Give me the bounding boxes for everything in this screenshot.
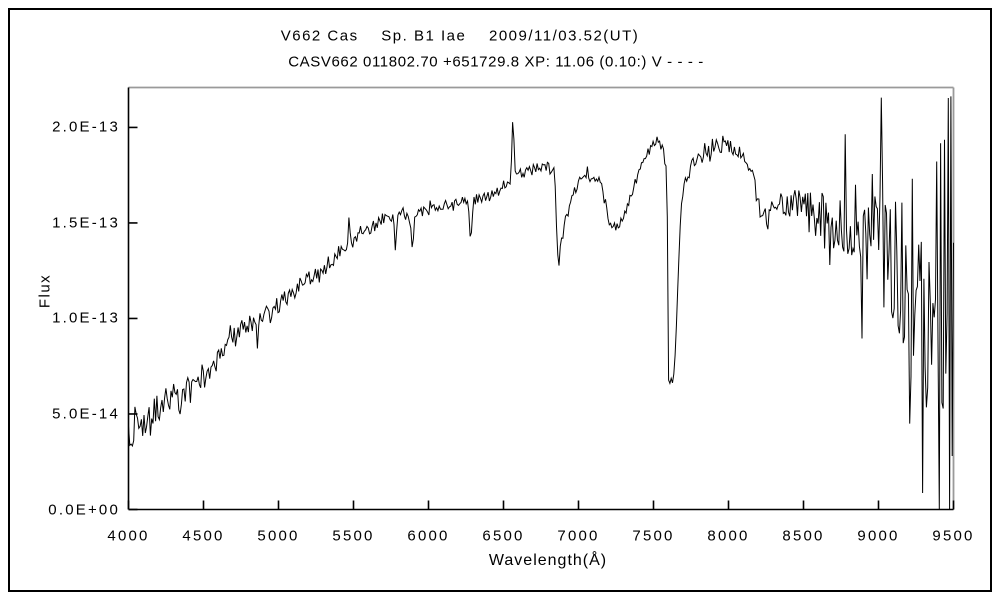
y-tick-label-5.0E-14: 5.0E-14 (52, 405, 120, 423)
y-tick-label-1.5E-13: 1.5E-13 (52, 214, 120, 232)
chart-title: V662 Cas Sp. B1 Iae 2009/11/03.52(UT) (280, 27, 640, 45)
x-axis-title: Wavelength(Å) (488, 552, 608, 569)
x-tick-label-5000: 5000 (257, 527, 300, 545)
y-tick-label-0.0E+00: 0.0E+00 (48, 501, 120, 518)
spectrum-trace (128, 96, 954, 510)
x-tick-label-4500: 4500 (182, 527, 225, 545)
x-tick-label-8000: 8000 (707, 527, 750, 545)
x-tick-label-5500: 5500 (332, 527, 375, 545)
x-tick-label-8500: 8500 (782, 527, 825, 545)
x-tick-label-9500: 9500 (932, 527, 975, 545)
x-tick-label-4000: 4000 (107, 527, 150, 545)
y-tick-label-2.0E-13: 2.0E-13 (52, 118, 120, 136)
window-border (8, 8, 992, 592)
y-axis-title: Flux (36, 273, 54, 309)
x-tick-label-6500: 6500 (482, 527, 525, 545)
x-tick-label-6000: 6000 (407, 527, 450, 545)
x-tick-label-7500: 7500 (632, 527, 675, 545)
x-tick-label-7000: 7000 (557, 527, 600, 545)
chart-subtitle: CASV662 011802.70 +651729.8 XP: 11.06 (0… (288, 53, 704, 71)
x-tick-label-9000: 9000 (857, 527, 900, 545)
y-tick-label-1.0E-13: 1.0E-13 (52, 309, 120, 327)
